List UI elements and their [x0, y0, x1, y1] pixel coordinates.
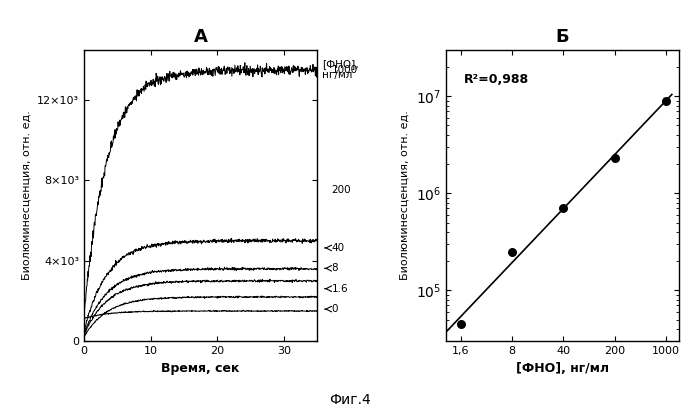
- Point: [609, 155, 620, 161]
- Text: [ФНО],
нг/мл: [ФНО], нг/мл: [322, 59, 358, 80]
- Text: 40: 40: [331, 243, 344, 253]
- Text: Фиг.4: Фиг.4: [329, 393, 371, 406]
- Point: [558, 205, 569, 212]
- Y-axis label: Биолюминесценция, отн. ед.: Биолюминесценция, отн. ед.: [400, 111, 410, 280]
- Text: 0: 0: [331, 304, 338, 314]
- Text: 200: 200: [331, 185, 351, 195]
- Text: R²=0,988: R²=0,988: [464, 73, 529, 86]
- Title: А: А: [194, 27, 208, 46]
- Point: [661, 97, 672, 104]
- Text: 1000: 1000: [331, 65, 358, 75]
- Y-axis label: Биолюминесценция, отн. ед.: Биолюминесценция, отн. ед.: [22, 111, 32, 280]
- X-axis label: [ФНО], нг/мл: [ФНО], нг/мл: [516, 362, 609, 374]
- Text: 1.6: 1.6: [331, 284, 348, 294]
- X-axis label: Время, сек: Время, сек: [162, 362, 240, 374]
- Point: [506, 248, 517, 255]
- Point: [455, 321, 466, 327]
- Title: Б: Б: [556, 27, 569, 46]
- Text: 8: 8: [331, 263, 338, 273]
